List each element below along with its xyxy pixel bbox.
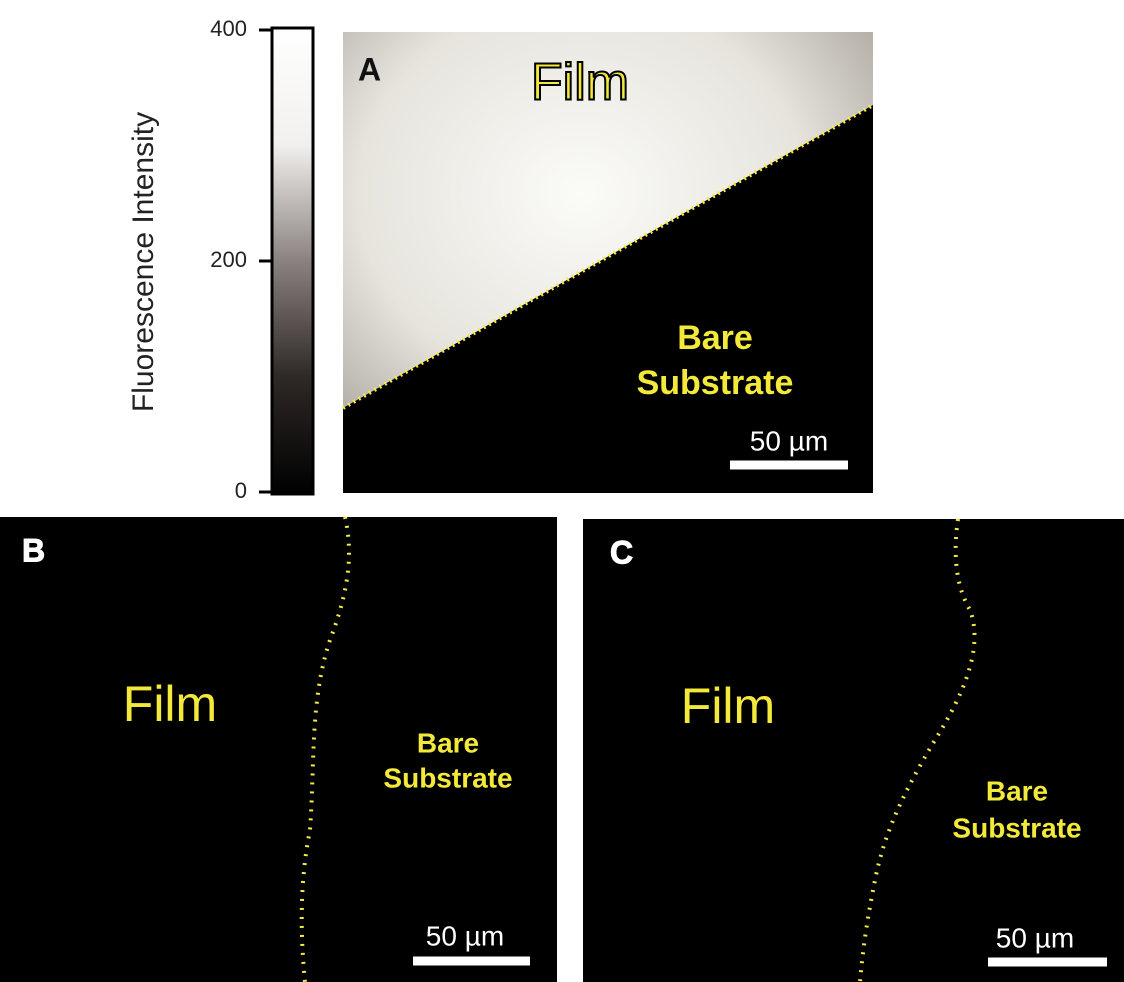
substrate-label: Bare bbox=[986, 775, 1048, 806]
panel-label: B bbox=[22, 532, 45, 568]
panel-c-image bbox=[583, 519, 1124, 982]
figure: Fluorescence Intensity 0 200 400 A Film Bare S… bbox=[0, 0, 1124, 982]
tick-label: 200 bbox=[210, 247, 247, 272]
substrate-label: Substrate bbox=[952, 812, 1081, 843]
film-label: Film bbox=[531, 54, 629, 112]
scale-bar-label: 50 µm bbox=[750, 425, 828, 456]
tick-label: 400 bbox=[210, 16, 247, 41]
substrate-label: Substrate bbox=[637, 364, 794, 402]
scale-bar-label: 50 µm bbox=[426, 920, 504, 951]
film-label: Film bbox=[681, 678, 775, 734]
tick-label: 0 bbox=[235, 478, 247, 503]
film-label: Film bbox=[123, 676, 217, 732]
colorbar-label: Fluorescence Intensity bbox=[127, 112, 160, 412]
panel-label: A bbox=[358, 51, 381, 87]
colorbar bbox=[272, 28, 313, 494]
panel-label: C bbox=[610, 534, 633, 570]
substrate-label: Substrate bbox=[383, 762, 512, 793]
scale-bar-label: 50 µm bbox=[996, 922, 1074, 953]
substrate-label: Bare bbox=[417, 727, 479, 758]
substrate-label: Bare bbox=[677, 319, 753, 357]
